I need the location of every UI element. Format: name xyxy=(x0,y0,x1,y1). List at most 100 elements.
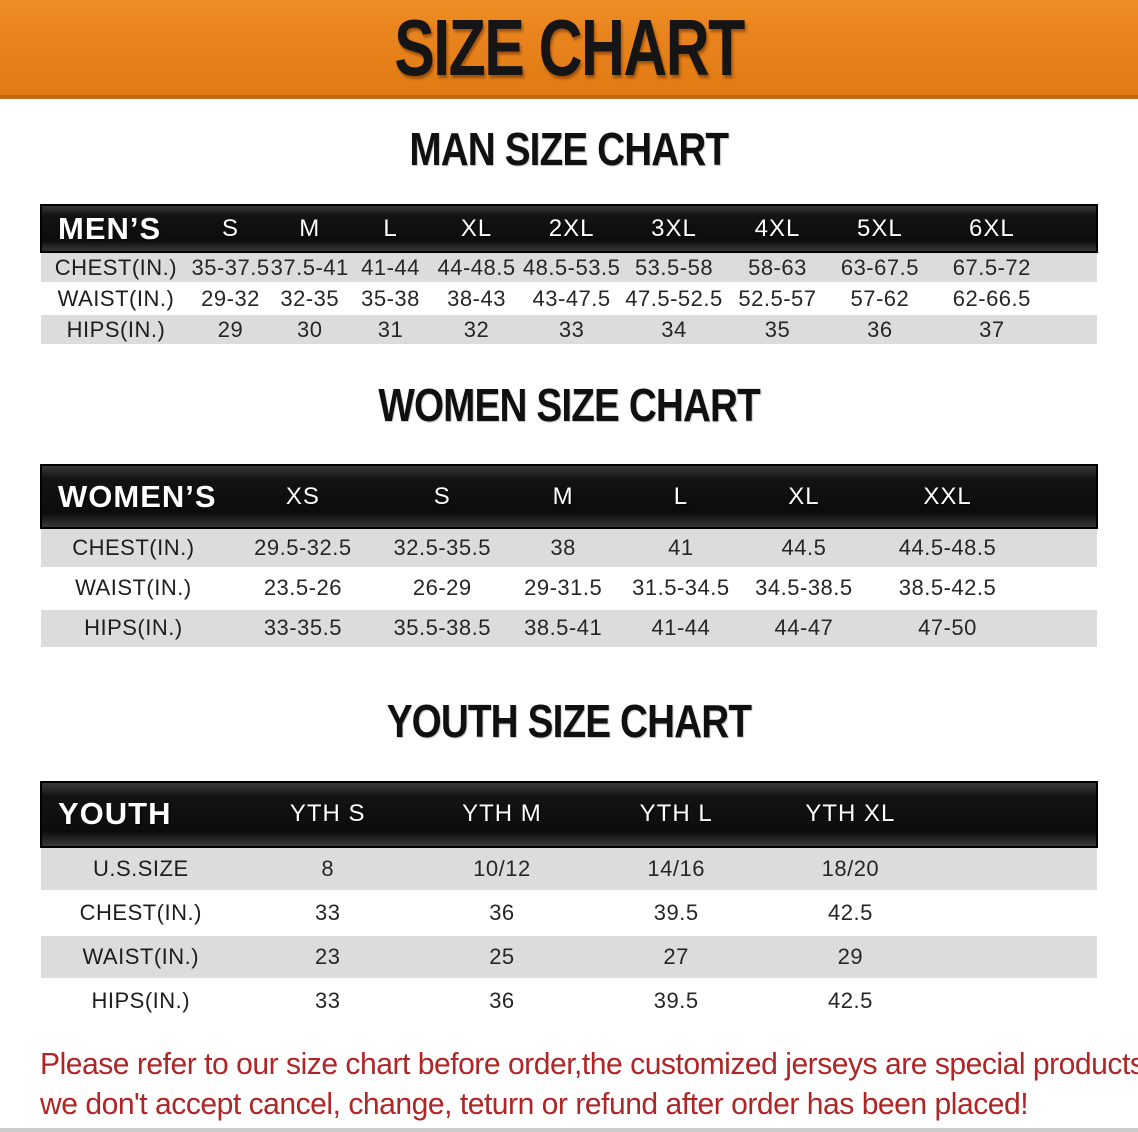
size-value-cell: 47-50 xyxy=(918,615,977,640)
size-value-cell: 33-35.5 xyxy=(263,615,342,640)
row-label: U.S.SIZE xyxy=(92,855,189,881)
size-value-cell: 29-31.5 xyxy=(524,575,603,600)
mens-size-table: MEN’S S M L XL 2XL 3XL 4XL 5XL 6XL CHEST(IN.) 35-37… xyxy=(40,204,1099,346)
size-value-cell: 63-67.5 xyxy=(840,254,919,280)
size-value-cell: 18/20 xyxy=(821,855,880,881)
notice-line-2: we don't accept cancel, change, teturn o… xyxy=(40,1085,1029,1121)
size-value-cell: 29 xyxy=(217,316,244,342)
size-column-header: S xyxy=(190,204,271,253)
row-label: WAIST(IN.) xyxy=(57,285,175,311)
size-value-cell: 38.5-42.5 xyxy=(898,575,997,600)
womens-section-heading: WOMEN SIZE CHART xyxy=(40,381,1098,438)
order-notice: Please refer to our size chart before or… xyxy=(40,1044,1138,1124)
mens-section-heading: MAN SIZE CHART xyxy=(40,125,1098,182)
spacer-cell xyxy=(938,979,1097,1023)
size-value-cell: 43-47.5 xyxy=(532,285,611,311)
womens-section-heading-text: WOMEN SIZE CHART xyxy=(378,379,760,431)
size-value-cell: 23 xyxy=(314,943,341,969)
size-value-cell: 30 xyxy=(296,316,323,342)
table-header-row: MEN’S S M L XL 2XL 3XL 4XL 5XL 6XL xyxy=(40,204,1099,253)
measurement-row: HIPS(IN.) 29 30 31 32 33 34 35 36 37 xyxy=(41,314,1097,345)
spacer-column xyxy=(1052,204,1099,253)
size-value-cell: 47.5-52.5 xyxy=(625,285,723,311)
size-value-cell: 29.5-32.5 xyxy=(254,534,352,560)
size-value-cell: 31.5-34.5 xyxy=(632,575,730,600)
womens-group-label: WOMEN’S xyxy=(40,464,226,529)
size-value-cell: 34.5-38.5 xyxy=(755,575,853,600)
size-value-cell: 14/16 xyxy=(647,855,705,881)
size-value-cell: 32 xyxy=(463,316,490,342)
size-value-cell: 33 xyxy=(314,899,341,925)
size-value-cell: 48.5-53.5 xyxy=(522,254,621,280)
size-column-header: M xyxy=(504,464,622,529)
size-column-header: YTH XL xyxy=(763,780,938,848)
measurement-row: HIPS(IN.) 33-35.5 35.5-38.5 38.5-41 41-44 44-… xyxy=(41,608,1097,648)
size-column-header: L xyxy=(621,464,741,529)
measurement-row: U.S.SIZE 8 10/12 14/16 18/20 xyxy=(41,846,1097,891)
measurement-row: WAIST(IN.) 29-32 32-35 35-38 38-43 43-47.5 47.… xyxy=(41,283,1097,314)
size-value-cell: 53.5-58 xyxy=(634,254,714,280)
size-column-header: XS xyxy=(225,464,380,529)
spacer-cell xyxy=(938,891,1097,935)
size-value-cell: 32.5-35.5 xyxy=(393,534,491,560)
size-column-header: YTH M xyxy=(414,780,590,848)
page-title-text: SIZE CHART xyxy=(394,2,745,92)
spacer-cell xyxy=(938,935,1097,979)
size-value-cell: 38 xyxy=(550,534,576,560)
size-value-cell: 23.5-26 xyxy=(263,575,342,600)
size-value-cell: 36 xyxy=(867,316,893,342)
size-value-cell: 35-37.5 xyxy=(191,254,270,280)
measurement-row: HIPS(IN.) 33 36 39.5 42.5 xyxy=(41,978,1097,1023)
size-value-cell: 58-63 xyxy=(748,254,807,280)
size-value-cell: 31 xyxy=(377,316,404,342)
size-value-cell: 38-43 xyxy=(447,285,506,311)
size-value-cell: 41-44 xyxy=(361,254,420,280)
measurement-row: CHEST(IN.) 33 36 39.5 42.5 xyxy=(41,890,1097,935)
size-value-cell: 39.5 xyxy=(653,987,699,1013)
spacer-cell xyxy=(1027,568,1097,608)
size-value-cell: 44-48.5 xyxy=(437,254,516,280)
size-value-cell: 35 xyxy=(764,316,791,342)
size-value-cell: 44.5 xyxy=(781,534,827,560)
size-value-cell: 33 xyxy=(558,316,585,342)
row-label: CHEST(IN.) xyxy=(54,254,178,280)
size-column-header: 3XL xyxy=(621,204,727,253)
spacer-cell xyxy=(1053,252,1097,283)
spacer-cell xyxy=(1053,314,1097,345)
size-value-cell: 27 xyxy=(663,943,689,969)
bottom-edge-strip xyxy=(0,1127,1138,1132)
youth-size-table: YOUTH YTH S YTH M YTH L YTH XL U.S.SIZE 8 10/12… xyxy=(40,780,1099,1024)
spacer-column xyxy=(937,780,1099,848)
spacer-cell xyxy=(1027,528,1097,568)
youth-group-label: YOUTH xyxy=(40,780,241,848)
spacer-cell xyxy=(1027,608,1097,648)
row-label: HIPS(IN.) xyxy=(91,987,191,1013)
size-value-cell: 32-35 xyxy=(280,285,340,311)
mens-section-heading-text: MAN SIZE CHART xyxy=(409,123,730,175)
size-column-header: 5XL xyxy=(828,204,932,253)
row-label: CHEST(IN.) xyxy=(72,534,195,560)
spacer-column xyxy=(1027,464,1098,529)
size-value-cell: 52.5-57 xyxy=(738,285,817,311)
size-column-header: YTH L xyxy=(589,780,764,848)
row-label: HIPS(IN.) xyxy=(66,316,166,342)
size-value-cell: 42.5 xyxy=(827,987,873,1013)
mens-group-label: MEN’S xyxy=(40,204,191,253)
size-value-cell: 36 xyxy=(489,987,515,1013)
womens-size-section: WOMEN SIZE CHART WOMEN’S XS S M L XL XXL CHEST(… xyxy=(40,381,1098,650)
size-value-cell: 35.5-38.5 xyxy=(393,615,491,640)
size-value-cell: 35-38 xyxy=(361,285,420,311)
size-column-header: YTH S xyxy=(240,780,415,848)
measurement-row: WAIST(IN.) 23.5-26 26-29 29-31.5 31.5-34.5 34… xyxy=(41,568,1097,608)
size-column-header: 4XL xyxy=(726,204,829,253)
size-column-header: XL xyxy=(431,204,522,253)
size-value-cell: 34 xyxy=(661,316,687,342)
row-label: WAIST(IN.) xyxy=(82,943,200,969)
measurement-row: CHEST(IN.) 29.5-32.5 32.5-35.5 38 41 44.5 44.5… xyxy=(41,528,1097,568)
size-value-cell: 38.5-41 xyxy=(524,615,603,640)
size-column-header: 2XL xyxy=(521,204,622,253)
table-header-row: WOMEN’S XS S M L XL XXL xyxy=(40,464,1098,529)
size-value-cell: 57-62 xyxy=(850,285,910,311)
page-title: SIZE CHART xyxy=(339,2,799,92)
